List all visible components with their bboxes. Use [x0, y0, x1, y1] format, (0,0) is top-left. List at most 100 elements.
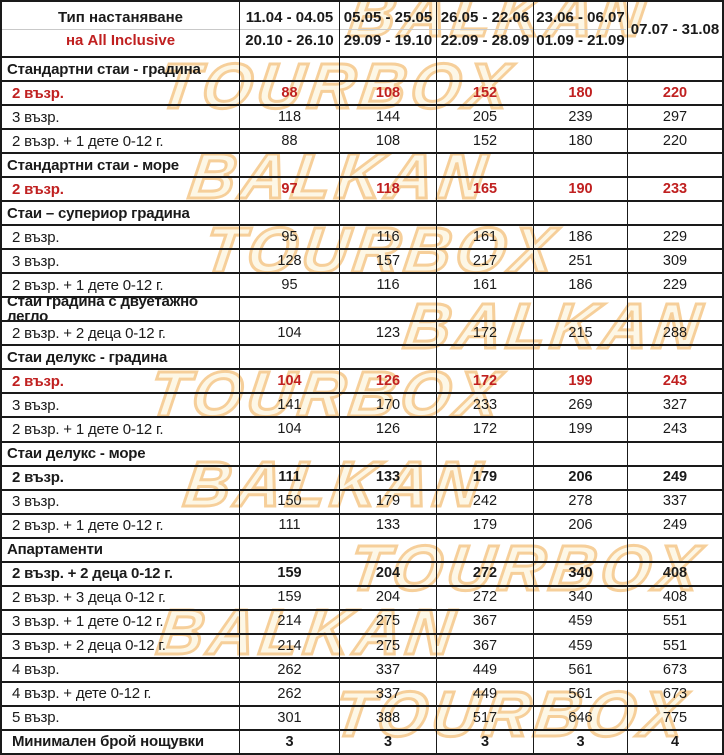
price-row: 4 възр. 262 337 449 561 673 [2, 658, 722, 683]
price-cell: 229 [662, 228, 688, 245]
price-cell [437, 346, 534, 369]
price-cell: 161 [437, 226, 534, 249]
price-cell: 95 [240, 226, 340, 249]
row-label: 2 възр. + 3 деца 0-12 г. [2, 586, 240, 609]
price-cell: 459 [534, 634, 628, 657]
row-label: 3 възр. [2, 394, 240, 417]
price-cell: 126 [340, 418, 437, 441]
price-cell: 251 [534, 250, 628, 273]
section-label: Стаи делукс - градина [2, 346, 240, 369]
price-cell: 327 [662, 397, 688, 414]
price-cell: 204 [340, 562, 437, 585]
price-cell: 172 [437, 370, 534, 393]
row-label: 5 възр. [2, 706, 240, 729]
price-cell: 118 [240, 106, 340, 129]
period-5-dates-a: 07.07 - 31.08 [630, 20, 720, 38]
price-row: 3 възр. + 1 дете 0-12 г. 214 275 367 459 551 [2, 610, 722, 635]
price-cell [340, 298, 437, 321]
price-cell: 97 [240, 178, 340, 201]
price-cell [628, 58, 722, 80]
section-label: Апартаменти [2, 538, 240, 561]
price-cell: 214 [240, 634, 340, 657]
section-row: Стаи градина с двуетажно легло [2, 298, 722, 323]
price-cell: 204 [340, 586, 437, 609]
price-cell: 123 [340, 322, 437, 345]
price-cell: 172 [437, 322, 534, 345]
price-row: 2 възр. + 1 дете 0-12 г. 88 108 152 180 220 [2, 130, 722, 155]
price-cell: 4 [670, 733, 680, 750]
price-cell [240, 298, 340, 321]
price-cell: 673 [662, 685, 688, 702]
price-row: 3 възр. 118 144 205 239 297 [2, 106, 722, 131]
price-cell: 278 [534, 490, 628, 513]
row-label: 3 възр. + 1 дете 0-12 г. [2, 610, 240, 633]
price-cell: 159 [240, 586, 340, 609]
row-label: 2 възр. [2, 226, 240, 249]
price-row: 2 възр. + 3 деца 0-12 г. 159 204 272 340 408 [2, 586, 722, 611]
price-cell: 272 [437, 562, 534, 585]
section-row: Стандартни стаи - градина [2, 58, 722, 83]
price-cell: 269 [534, 394, 628, 417]
price-cell: 206 [534, 514, 628, 537]
row-label: 2 възр. + 2 деца 0-12 г. [2, 322, 240, 345]
price-cell: 272 [437, 586, 534, 609]
section-label: Стандартни стаи - море [2, 154, 240, 177]
price-cell: 288 [662, 325, 688, 342]
price-cell: 116 [340, 274, 437, 297]
row-label: Минимален брой нощувки [2, 730, 240, 753]
price-row: 2 възр. + 1 дете 0-12 г. 111 133 179 206 249 [2, 514, 722, 539]
period-2-dates-a: 05.05 - 25.05 [343, 9, 433, 26]
row-label: 2 възр. [2, 466, 240, 489]
price-cell: 88 [240, 82, 340, 105]
price-cell: 337 [340, 658, 437, 681]
price-cell: 88 [240, 130, 340, 153]
price-cell: 141 [240, 394, 340, 417]
price-cell: 340 [534, 562, 628, 585]
row-label: 3 възр. [2, 490, 240, 513]
price-cell: 133 [340, 514, 437, 537]
price-cell [340, 346, 437, 369]
price-cell [240, 346, 340, 369]
price-cell [628, 298, 722, 320]
price-cell: 340 [534, 586, 628, 609]
header-period-4: 23.06 - 06.07 01.09 - 21.09 [534, 2, 628, 56]
price-cell: 561 [534, 658, 628, 681]
price-cell: 165 [437, 178, 534, 201]
price-cell: 186 [534, 226, 628, 249]
price-cell: 449 [437, 682, 534, 705]
price-cell [628, 539, 722, 561]
header-period-5: 07.07 - 31.08 [628, 2, 722, 56]
price-cell: 108 [340, 130, 437, 153]
price-cell [340, 202, 437, 225]
header-title-line1: Тип настаняване [57, 9, 184, 26]
row-label: 2 възр. + 1 дете 0-12 г. [2, 274, 240, 297]
price-cell [240, 538, 340, 561]
price-row: 3 възр. 141 170 233 269 327 [2, 394, 722, 419]
price-cell [534, 346, 628, 369]
price-cell [437, 154, 534, 177]
price-cell: 262 [240, 658, 340, 681]
price-cell: 220 [662, 84, 688, 101]
price-cell: 104 [240, 322, 340, 345]
section-row: Стаи – супериор градина [2, 202, 722, 227]
row-label: 2 възр. + 2 деца 0-12 г. [2, 562, 240, 585]
price-cell: 144 [340, 106, 437, 129]
price-cell: 199 [534, 370, 628, 393]
price-cell [534, 202, 628, 225]
price-cell [240, 202, 340, 225]
header-period-3: 26.05 - 22.06 22.09 - 28.09 [437, 2, 534, 56]
price-cell: 367 [437, 634, 534, 657]
period-2-dates-b: 29.09 - 19.10 [343, 32, 433, 49]
price-row: 2 възр. + 1 дете 0-12 г. 95 116 161 186 229 [2, 274, 722, 299]
period-3-dates-b: 22.09 - 28.09 [440, 32, 530, 49]
price-cell: 243 [662, 373, 688, 390]
price-row: 2 възр. 111 133 179 206 249 [2, 466, 722, 491]
price-cell: 111 [240, 514, 340, 537]
price-cell: 199 [534, 418, 628, 441]
price-row: 2 възр. 97 118 165 190 233 [2, 178, 722, 203]
price-cell: 95 [240, 274, 340, 297]
price-row: 2 възр. 95 116 161 186 229 [2, 226, 722, 251]
price-cell: 249 [662, 517, 688, 534]
price-cell: 150 [240, 490, 340, 513]
